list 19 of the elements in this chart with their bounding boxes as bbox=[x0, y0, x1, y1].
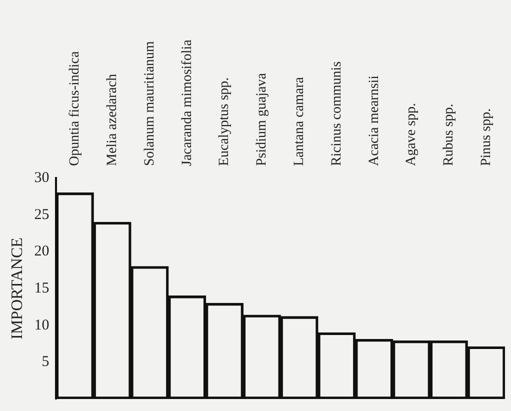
y-tick-label: 20 bbox=[34, 244, 50, 260]
y-tick-label: 5 bbox=[42, 354, 50, 370]
x-tick-label: Psidium guajava bbox=[254, 72, 270, 166]
y-tick-label: 25 bbox=[34, 206, 50, 223]
y-tick-label: 10 bbox=[34, 317, 50, 334]
x-tick-label: Eucalyptus spp. bbox=[217, 77, 232, 166]
x-tick-label: Opuntia ficus-indica bbox=[68, 50, 83, 166]
y-tick-label: 30 bbox=[34, 170, 50, 186]
y-axis-title: IMPORTANCE bbox=[8, 238, 26, 340]
x-tick-label: Pinus spp. bbox=[478, 108, 494, 166]
x-tick-label: Solanum mauritianum bbox=[142, 41, 158, 166]
x-tick-label: Melia azedarach bbox=[104, 74, 120, 166]
x-tick-label: Rubus spp. bbox=[442, 104, 457, 166]
x-tick-label: Agave spp. bbox=[404, 103, 420, 166]
x-tick-label: Lantana camara bbox=[292, 76, 307, 166]
x-tick-label: Acacia mearnsii bbox=[366, 75, 382, 166]
x-tick-label: Jacaranda mimosifolia bbox=[180, 38, 195, 166]
x-tick-label: Ricinus communis bbox=[329, 61, 344, 166]
y-tick-label: 15 bbox=[34, 280, 50, 296]
